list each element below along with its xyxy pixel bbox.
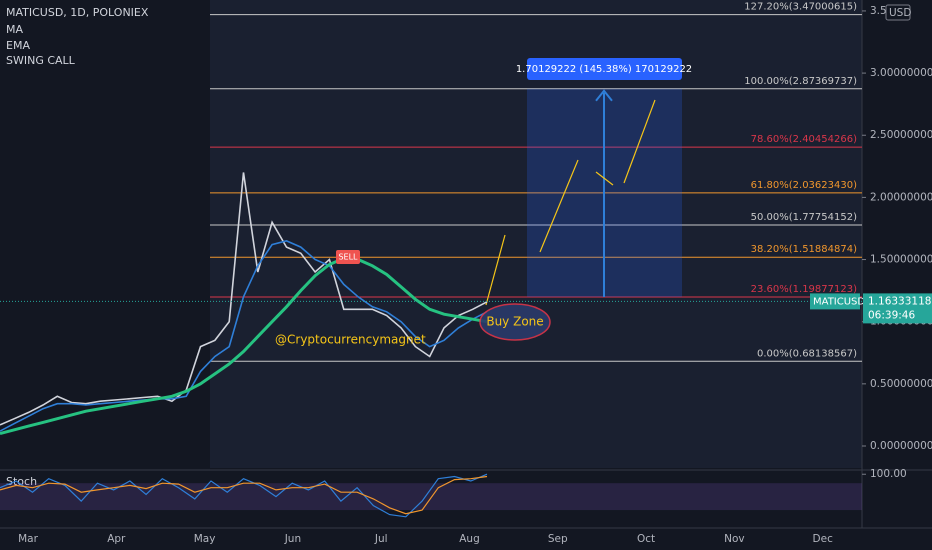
fib-label: 23.60%(1.19877123) xyxy=(751,284,857,295)
indicator: MA xyxy=(6,23,23,36)
symbol-box xyxy=(810,293,860,310)
y-tick-label: 1.50000000 xyxy=(870,254,932,266)
forecast-arrow xyxy=(595,171,614,186)
watermark: @Cryptocurrencymagnet xyxy=(275,333,426,347)
y-tick-label: 2.50000000 xyxy=(870,129,932,141)
stoch-title: Stoch xyxy=(6,475,37,488)
price-line xyxy=(0,256,488,436)
indicator: EMA xyxy=(6,39,30,52)
x-tick-label: Dec xyxy=(813,533,834,545)
countdown: 06:39:46 xyxy=(868,309,915,321)
stoch-line xyxy=(0,475,488,515)
fib-label: 61.80%(2.03623430) xyxy=(751,180,857,191)
x-tick-label: May xyxy=(194,533,216,545)
projection-arrowhead xyxy=(595,89,613,102)
forecast-arrow xyxy=(539,159,579,253)
price-box xyxy=(863,293,932,324)
price-label: 1.16333118 xyxy=(868,295,931,307)
y-tick-label: 0.00000000 xyxy=(870,440,932,452)
forecast-arrow xyxy=(485,234,506,306)
x-tick-label: Sep xyxy=(548,533,568,545)
fib-label: 78.60%(2.40454266) xyxy=(751,134,857,145)
fib-label: 0.00%(0.68138567) xyxy=(757,348,857,359)
buy-zone xyxy=(479,303,551,341)
y-tick-label: 3.00000000 xyxy=(870,67,932,79)
forecast-arrow xyxy=(623,99,656,184)
stoch-band xyxy=(0,483,862,511)
buy-zone-label: Buy Zone xyxy=(486,315,543,329)
x-tick-label: Mar xyxy=(18,533,38,545)
currency: USD xyxy=(889,7,911,19)
sell-box xyxy=(336,250,360,264)
symbol: MATICUSD xyxy=(813,296,865,307)
y-tick-label: 0.50000000 xyxy=(870,378,932,390)
projection-label: 1.70129222 (145.38%) 170129222 xyxy=(516,64,692,75)
chart-title: MATICUSD, 1D, POLONIEX xyxy=(6,6,149,19)
fib-label: 50.00%(1.77754152) xyxy=(751,212,857,223)
x-tick-label: Jun xyxy=(284,533,301,545)
stoch-tick-label: 100.00 xyxy=(870,468,907,480)
y-tick-label: 3.50 xyxy=(870,5,893,17)
projection-label-box xyxy=(527,58,682,80)
price-line xyxy=(0,240,488,432)
x-tick-label: Aug xyxy=(459,533,480,545)
y-tick-label: 2.00000000 xyxy=(870,191,932,203)
sell-label: SELL xyxy=(338,253,358,262)
fib-label: 100.00%(2.87369737) xyxy=(744,76,857,87)
fib-label: 127.20%(3.47000615) xyxy=(744,2,857,13)
x-tick-label: Oct xyxy=(637,533,655,545)
x-tick-label: Apr xyxy=(107,533,126,545)
fib-label: 38.20%(1.51884874) xyxy=(751,244,857,255)
x-tick-label: Jul xyxy=(374,533,388,545)
x-tick-label: Nov xyxy=(724,533,745,545)
price-line xyxy=(0,172,488,426)
indicator: SWING CALL xyxy=(6,54,76,67)
currency-box xyxy=(885,4,911,21)
stoch-line xyxy=(0,473,488,518)
